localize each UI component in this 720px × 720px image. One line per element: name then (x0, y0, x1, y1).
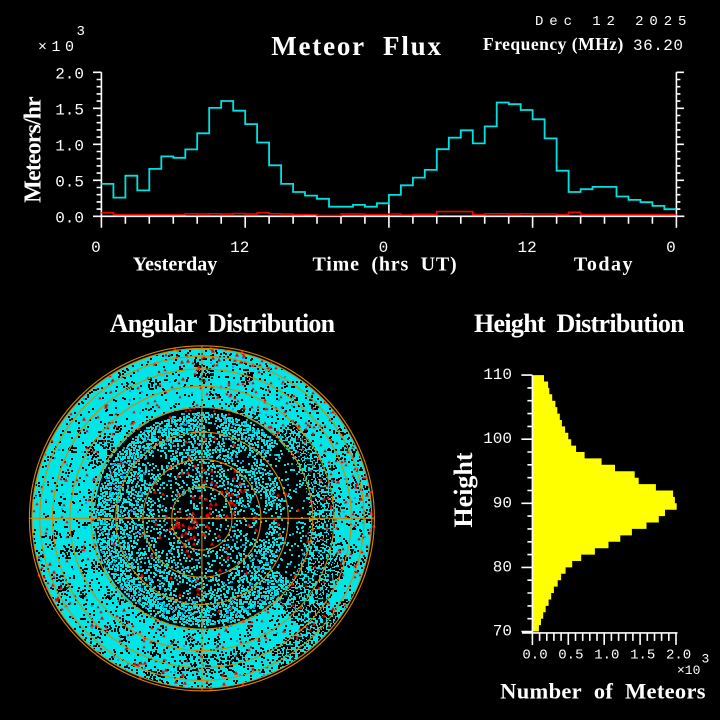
svg-text:Number of Meteors: Number of Meteors (500, 679, 706, 704)
svg-text:Height Distribution: Height Distribution (474, 309, 685, 338)
svg-text:2.0: 2.0 (55, 66, 84, 84)
svg-text:1.5: 1.5 (630, 648, 655, 664)
svg-text:90: 90 (493, 494, 512, 512)
svg-text:0: 0 (379, 239, 389, 257)
svg-text:×10: ×10 (38, 39, 79, 56)
svg-text:1.0: 1.0 (55, 138, 84, 156)
svg-text:Yesterday: Yesterday (133, 254, 217, 276)
svg-text:1.5: 1.5 (55, 102, 84, 120)
svg-text:100: 100 (483, 430, 512, 448)
svg-text:Frequency (MHz): Frequency (MHz) (483, 34, 624, 54)
svg-text:110: 110 (483, 366, 512, 384)
svg-text:3: 3 (77, 24, 85, 40)
svg-text:80: 80 (493, 558, 512, 576)
svg-text:0.5: 0.5 (558, 648, 583, 664)
svg-text:3: 3 (702, 652, 710, 667)
svg-text:Today: Today (574, 254, 634, 276)
svg-text:Dec 12 2025: Dec 12 2025 (535, 14, 692, 30)
svg-text:Meteor Flux: Meteor Flux (271, 31, 443, 61)
svg-text:×10: ×10 (677, 663, 700, 678)
svg-text:0.0: 0.0 (522, 648, 547, 664)
svg-text:0.5: 0.5 (55, 174, 84, 192)
svg-text:1.0: 1.0 (594, 648, 619, 664)
svg-text:Height: Height (449, 452, 478, 527)
svg-text:0: 0 (666, 239, 676, 257)
svg-text:Angular Distribution: Angular Distribution (110, 309, 336, 338)
svg-text:36.20: 36.20 (633, 37, 684, 55)
svg-text:70: 70 (493, 623, 512, 641)
svg-text:Time (hrs UT): Time (hrs UT) (313, 254, 458, 276)
svg-text:0: 0 (91, 239, 101, 257)
svg-text:Meteors/hr: Meteors/hr (21, 96, 47, 203)
svg-text:12: 12 (517, 239, 536, 257)
svg-text:2.0: 2.0 (666, 648, 691, 664)
svg-text:0.0: 0.0 (55, 210, 84, 228)
svg-text:12: 12 (230, 239, 249, 257)
